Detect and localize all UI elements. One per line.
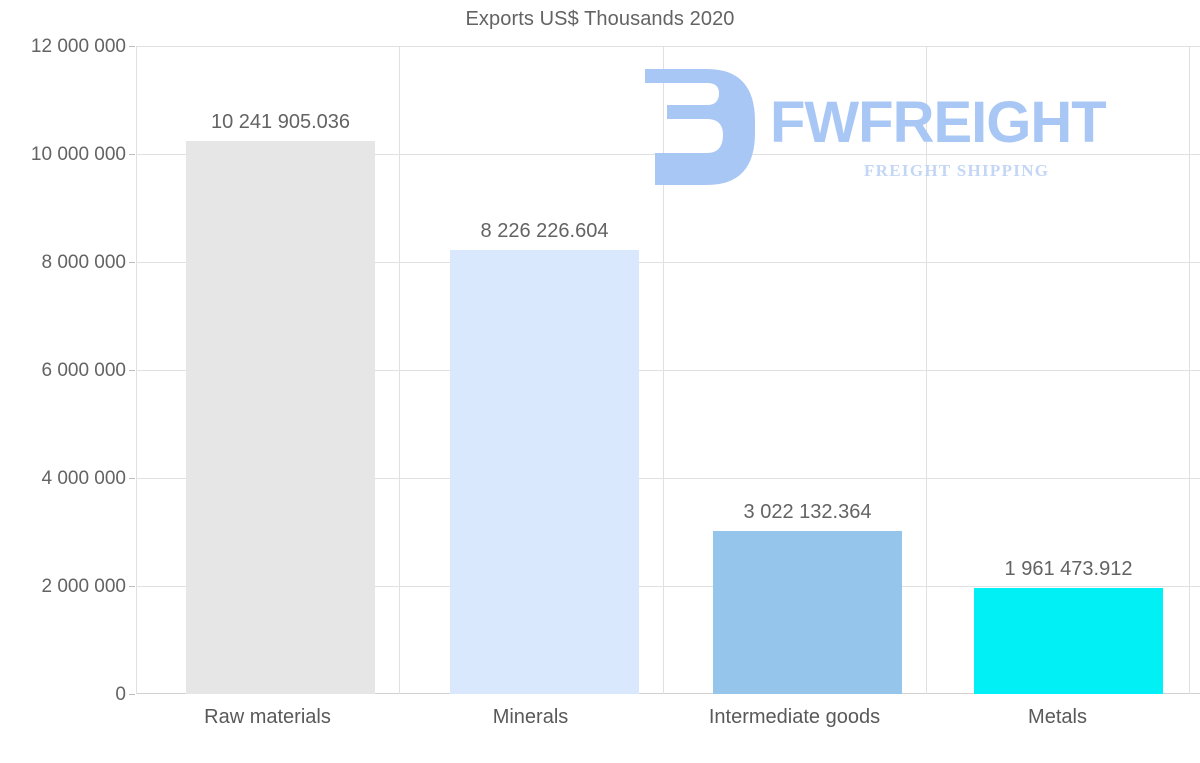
y-tick-mark <box>129 586 135 587</box>
gridline-vertical <box>399 46 400 694</box>
y-tick-label: 8 000 000 <box>41 252 126 273</box>
y-tick-mark <box>129 154 135 155</box>
x-tick-label-intermediate-goods: Intermediate goods <box>708 706 881 728</box>
y-tick-label: 2 000 000 <box>41 576 126 597</box>
y-tick-mark <box>129 478 135 479</box>
x-tick-label-raw-materials: Raw materials <box>204 706 331 728</box>
gridline-vertical <box>926 46 927 694</box>
bar-intermediate-goods[interactable] <box>713 531 902 694</box>
gridline-vertical <box>663 46 664 694</box>
gridline-horizontal <box>136 478 1200 479</box>
gridline-horizontal <box>136 586 1200 587</box>
y-tick-mark <box>129 694 135 695</box>
bar-value-label: 8 226 226.604 <box>480 220 609 242</box>
gridline-vertical <box>136 46 137 694</box>
y-tick-label: 6 000 000 <box>41 360 126 381</box>
y-tick-mark <box>129 370 135 371</box>
bar-minerals[interactable] <box>450 250 639 694</box>
y-tick-label: 0 <box>115 684 126 705</box>
bar-value-label: 1 961 473.912 <box>1004 558 1133 580</box>
bar-metals[interactable] <box>974 588 1163 694</box>
y-tick-mark <box>129 262 135 263</box>
x-tick-label-minerals: Minerals <box>492 706 569 728</box>
gridline-vertical <box>1189 46 1190 694</box>
x-tick-label-metals: Metals <box>1028 706 1087 728</box>
y-tick-label: 10 000 000 <box>30 144 126 165</box>
y-tick-label: 12 000 000 <box>30 36 126 57</box>
y-tick-label: 4 000 000 <box>41 468 126 489</box>
bar-value-label: 10 241 905.036 <box>210 111 351 133</box>
x-axis-line <box>136 693 1200 694</box>
plot-area: 10 241 905.036 8 226 226.604 3 022 132.3… <box>136 46 1200 694</box>
chart-title: Exports US$ Thousands 2020 <box>465 8 735 30</box>
gridline-horizontal <box>136 46 1200 47</box>
gridline-horizontal <box>136 262 1200 263</box>
y-tick-mark <box>129 46 135 47</box>
gridline-horizontal <box>136 370 1200 371</box>
bar-value-label: 3 022 132.364 <box>743 501 872 523</box>
bar-raw-materials[interactable] <box>186 141 375 694</box>
